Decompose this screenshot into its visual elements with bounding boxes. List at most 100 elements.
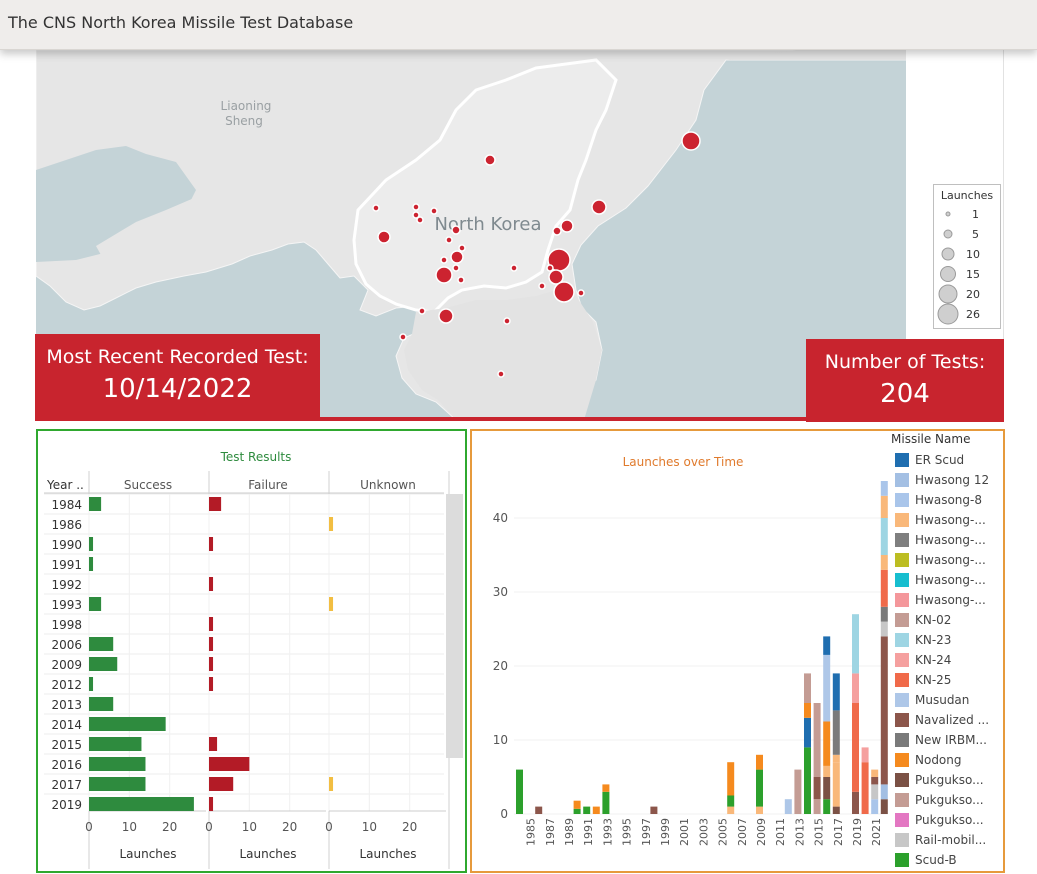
launch-marker[interactable] xyxy=(452,264,460,272)
legend-swatch xyxy=(895,513,909,527)
launch-marker[interactable] xyxy=(484,154,496,166)
missile-legend-item[interactable]: New IRBM... xyxy=(895,733,987,747)
launch-marker[interactable] xyxy=(681,131,701,151)
results-scrollbar[interactable] xyxy=(446,494,463,758)
x-tick-label: 0 xyxy=(325,820,333,834)
stack-segment xyxy=(832,806,840,814)
launch-marker[interactable] xyxy=(435,266,453,284)
missile-legend-item[interactable]: Rail-mobil... xyxy=(895,833,986,847)
missile-legend-item[interactable]: Scud-B xyxy=(895,853,957,867)
launch-marker[interactable] xyxy=(451,225,461,235)
stack-segment xyxy=(650,806,658,814)
launch-marker[interactable] xyxy=(372,204,380,212)
launch-marker[interactable] xyxy=(591,199,607,215)
result-bar-failure xyxy=(209,677,214,691)
launch-marker[interactable] xyxy=(416,216,424,224)
missile-legend-item[interactable]: KN-25 xyxy=(895,673,951,687)
launch-marker[interactable] xyxy=(497,370,505,378)
missile-legend-item[interactable]: Hwasong-8 xyxy=(895,493,982,507)
launch-marker[interactable] xyxy=(418,307,426,315)
launch-marker[interactable] xyxy=(399,333,407,341)
missile-legend-item[interactable]: Hwasong-... xyxy=(895,573,986,587)
missile-legend-item[interactable]: KN-24 xyxy=(895,653,951,667)
missile-legend-item[interactable]: KN-23 xyxy=(895,633,951,647)
stack-segment xyxy=(756,754,763,770)
missile-legend-item[interactable]: Hwasong 12 xyxy=(895,473,989,487)
legend-label: Hwasong-... xyxy=(915,513,986,527)
result-bar-failure xyxy=(209,797,214,811)
launch-marker[interactable] xyxy=(577,289,585,297)
result-bar-failure xyxy=(209,577,214,591)
missile-legend-item[interactable]: Navalized ... xyxy=(895,713,989,727)
launch-marker[interactable] xyxy=(546,264,554,272)
missile-legend-item[interactable]: Pukgukso... xyxy=(895,813,984,827)
legend-label: ER Scud xyxy=(915,453,964,467)
launch-marker[interactable] xyxy=(560,219,574,233)
missile-legend-item[interactable]: Pukgukso... xyxy=(895,773,984,787)
stack-segment xyxy=(813,777,821,800)
x-tick-label: 2005 xyxy=(717,818,730,846)
launch-marker[interactable] xyxy=(510,264,518,272)
size-legend-swatch xyxy=(938,284,958,304)
missile-legend-item[interactable]: ER Scud xyxy=(895,453,964,467)
launches-over-time-chart[interactable]: Launches over Time Missile Name 0 10 20 30 4… xyxy=(472,431,1003,871)
legend-swatch xyxy=(895,713,909,727)
size-legend-swatch xyxy=(945,211,951,217)
launch-marker[interactable] xyxy=(412,211,420,219)
launch-marker[interactable] xyxy=(377,230,391,244)
launch-markers[interactable] xyxy=(372,131,701,378)
legend-label: KN-02 xyxy=(915,613,951,627)
launch-marker[interactable] xyxy=(412,203,420,211)
missile-legend[interactable]: ER Scud Hwasong 12 Hwasong-8 Hwasong-... Hwa… xyxy=(895,453,989,867)
launch-marker[interactable] xyxy=(450,250,464,264)
launch-marker[interactable] xyxy=(503,317,511,325)
launch-marker[interactable] xyxy=(445,236,453,244)
launch-marker[interactable] xyxy=(430,207,438,215)
missile-legend-item[interactable]: Hwasong-... xyxy=(895,513,986,527)
launch-marker[interactable] xyxy=(440,256,448,264)
stack-segment xyxy=(852,673,859,703)
y-tick-label: 0 xyxy=(500,807,508,821)
stack-segment xyxy=(832,673,840,711)
result-bar-success xyxy=(89,597,102,611)
year-label: 2016 xyxy=(51,758,82,772)
test-results-panel[interactable]: Test Results Year .. 1984 1986 1990 1991 199… xyxy=(36,429,467,873)
missile-legend-item[interactable]: Hwasong-... xyxy=(895,593,986,607)
launch-marker[interactable] xyxy=(457,276,465,284)
missile-legend-item[interactable]: Nodong xyxy=(895,753,962,767)
x-tick-label: 1989 xyxy=(563,818,576,846)
missile-legend-item[interactable]: Hwasong-... xyxy=(895,553,986,567)
launch-marker[interactable] xyxy=(458,244,466,252)
legend-label: Scud-B xyxy=(915,853,957,867)
stack-segment xyxy=(880,606,888,622)
missile-legend-item[interactable]: KN-02 xyxy=(895,613,951,627)
legend-label: Pukgukso... xyxy=(915,773,984,787)
test-results-title: Test Results xyxy=(220,450,292,464)
x-tick-label: 2015 xyxy=(813,818,826,846)
launch-marker[interactable] xyxy=(553,281,575,303)
stack-segment xyxy=(880,636,888,785)
stack-segment xyxy=(727,762,735,796)
missile-legend-item[interactable]: Pukgukso... xyxy=(895,793,984,807)
launch-marker[interactable] xyxy=(552,226,562,236)
missile-legend-item[interactable]: Musudan xyxy=(895,693,969,707)
stack-segment xyxy=(573,808,581,814)
launch-marker[interactable] xyxy=(538,282,546,290)
legend-label: KN-24 xyxy=(915,653,951,667)
launch-marker[interactable] xyxy=(548,269,564,285)
test-results-chart[interactable]: Test Results Year .. 1984 1986 1990 1991 199… xyxy=(38,431,465,871)
result-bar-success xyxy=(89,497,102,511)
missile-legend-item[interactable]: Hwasong-... xyxy=(895,533,986,547)
size-legend-swatch xyxy=(941,247,955,261)
legend-swatch xyxy=(895,473,909,487)
number-of-tests-value: 204 xyxy=(880,379,930,409)
north-korea-region xyxy=(352,58,618,314)
legend-label: Nodong xyxy=(915,753,962,767)
launch-marker[interactable] xyxy=(438,308,454,324)
stack-segment xyxy=(832,710,840,755)
stack-segment xyxy=(861,762,869,814)
result-bar-success xyxy=(89,737,142,751)
launches-over-time-panel[interactable]: Launches over Time Missile Name 0 10 20 30 4… xyxy=(470,429,1005,873)
size-legend-svg: Launches 1 5 10 15 20 26 xyxy=(937,189,993,325)
x-axis-label: Launches xyxy=(119,847,176,861)
